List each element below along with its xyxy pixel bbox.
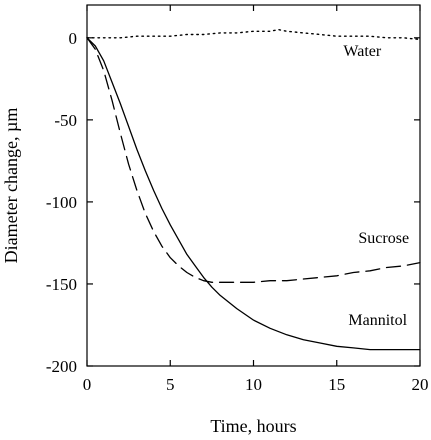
curve-label-sucrose: Sucrose [358,230,409,247]
y-tick-label: 0 [69,29,78,48]
x-tick-label: 15 [328,375,345,394]
y-tick-label: -50 [54,111,77,130]
x-axis-label: Time, hours [210,416,296,436]
series-layer [86,28,421,351]
series-line-sucrose [86,37,421,283]
y-axis-label: Diameter change, µm [1,108,21,264]
curve-label-mannitol: Mannitol [348,312,407,329]
x-tick-label: 0 [83,375,92,394]
series-line-mannitol [86,37,421,351]
ticks-layer: 0 5 10 15 20 0 -50 -100 -150 -200 [46,5,429,394]
y-tick-label: -200 [46,357,77,376]
series-line-water [86,28,421,41]
x-tick-label: 5 [166,375,175,394]
x-tick-label: 10 [245,375,262,394]
y-tick-label: -100 [46,193,77,212]
y-tick-label: -150 [46,275,77,294]
x-tick-label: 20 [412,375,429,394]
annotations-layer: Water Sucrose Mannitol [343,43,409,329]
curve-label-water: Water [343,43,381,60]
